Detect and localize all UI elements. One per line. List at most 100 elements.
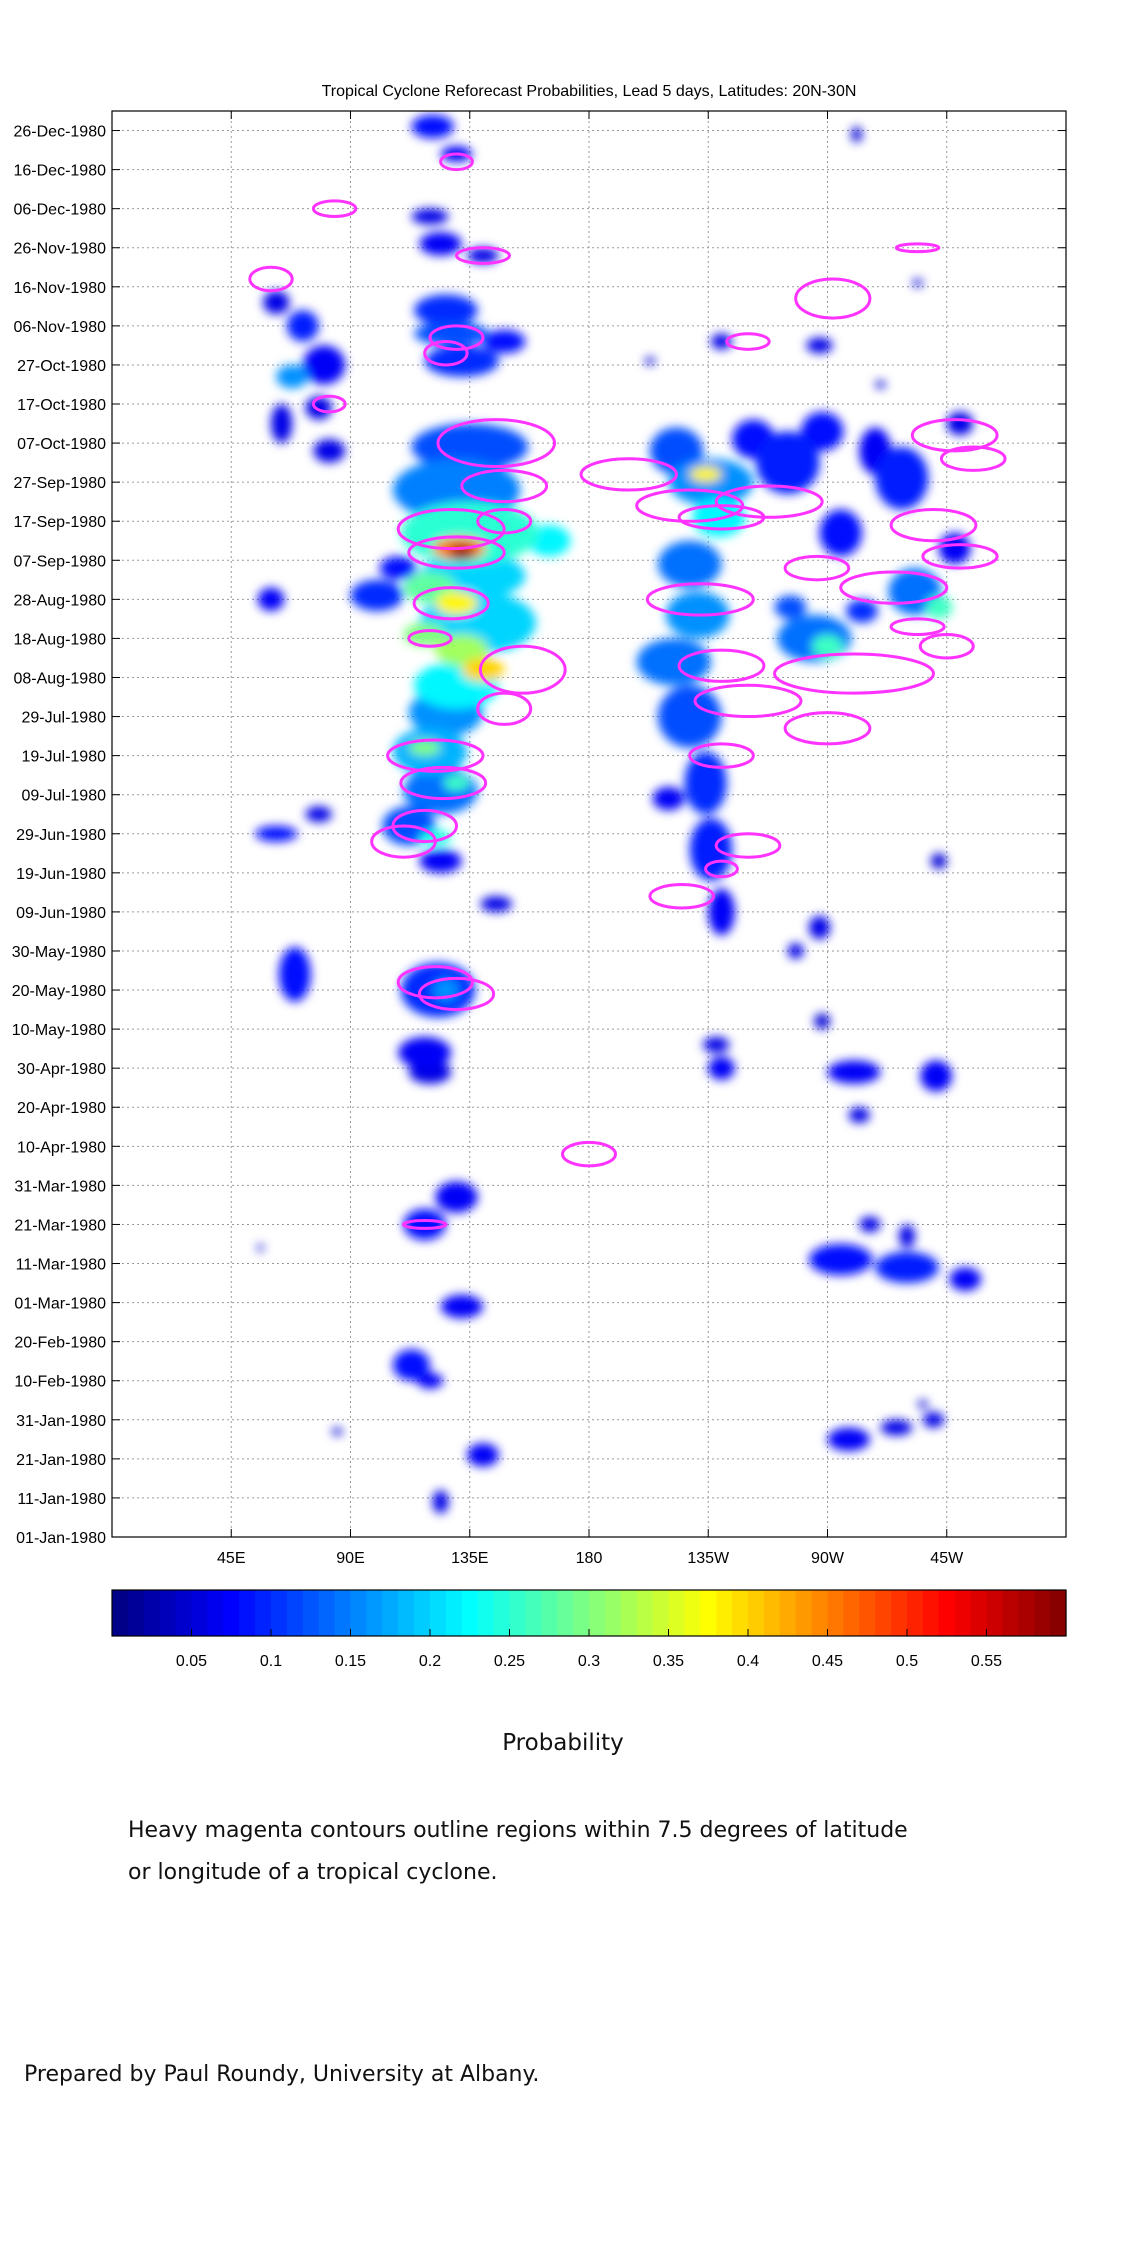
probability-blob [808, 1243, 873, 1276]
colorbar-segment [859, 1590, 876, 1636]
cyclone-contour [693, 683, 803, 719]
y-tick-label: 10-Apr-1980 [17, 1139, 106, 1156]
probability-blob [920, 1060, 953, 1092]
colorbar-tick-label: 0.3 [578, 1653, 600, 1670]
cyclone-contour [939, 445, 1007, 472]
colorbar-segment [366, 1590, 383, 1636]
colorbar-segment [318, 1590, 336, 1636]
cyclone-contour [561, 1140, 617, 1168]
colorbar-segment [255, 1590, 272, 1636]
cyclone-contour [677, 504, 766, 531]
colorbar-tick-label: 0.25 [494, 1653, 525, 1670]
probability-blob [411, 208, 449, 225]
probability-blob [708, 1056, 735, 1080]
probability-blob [379, 556, 417, 580]
colorbar-segment [430, 1590, 447, 1636]
cyclone-contour [407, 629, 453, 648]
probability-blob [313, 439, 346, 463]
probability-blob [411, 114, 454, 139]
probability-blob [435, 591, 478, 615]
y-tick-label: 10-Feb-1980 [14, 1374, 106, 1391]
colorbar-segment [334, 1590, 352, 1636]
colorbar-tick-label: 0.1 [260, 1653, 282, 1670]
y-tick-label: 01-Jan-1980 [16, 1530, 106, 1547]
cyclone-contour [412, 586, 490, 621]
probability-blob [467, 1443, 499, 1467]
probability-blob [827, 1427, 870, 1452]
y-tick-label: 08-Aug-1980 [13, 670, 106, 687]
y-tick-label: 11-Jan-1980 [17, 1491, 106, 1508]
y-tick-label: 18-Aug-1980 [13, 631, 106, 648]
colorbar-tick-label: 0.35 [653, 1653, 684, 1670]
probability-blob [851, 126, 862, 143]
y-tick-label: 29-Jul-1980 [22, 710, 107, 727]
x-tick-label: 180 [576, 1550, 603, 1567]
colorbar-segment [493, 1590, 511, 1636]
probability-blob [925, 595, 953, 619]
cyclone-contour [396, 507, 506, 551]
y-tick-label: 21-Jan-1980 [16, 1452, 106, 1469]
probability-blob [414, 294, 478, 326]
probability-blob [350, 579, 404, 612]
probability-blob [263, 290, 290, 315]
probability-blob [787, 943, 804, 959]
probability-blob [435, 1181, 478, 1213]
probability-blob [403, 622, 446, 647]
colorbar-segment [557, 1590, 574, 1636]
y-tick-label: 27-Oct-1980 [17, 358, 106, 375]
colorbar-segment [350, 1590, 367, 1636]
probability-blob [930, 853, 947, 869]
probability-blob [644, 357, 656, 365]
probability-blob [480, 896, 513, 912]
y-tick-label: 07-Sep-1980 [13, 553, 106, 570]
colorbar-segment [1018, 1590, 1035, 1636]
colorbar-segment [652, 1590, 670, 1636]
y-tick-label: 16-Dec-1980 [14, 163, 107, 180]
colorbar-segment [811, 1590, 829, 1636]
colorbar-segment [477, 1590, 495, 1636]
y-tick-label: 28-Aug-1980 [13, 592, 106, 609]
cyclone-contour [407, 535, 506, 570]
probability-blob [657, 685, 722, 748]
x-tick-label: 45E [217, 1550, 245, 1567]
colorbar-tick-label: 0.5 [896, 1653, 918, 1670]
probability-blob [922, 1411, 945, 1428]
cyclone-contour [460, 468, 549, 504]
probability-blob [286, 310, 319, 342]
probability-blob [880, 1419, 913, 1436]
colorbar-segment [509, 1590, 526, 1636]
colorbar-segment [684, 1590, 701, 1636]
probability-blob [811, 634, 844, 658]
y-tick-label: 10-May-1980 [12, 1022, 106, 1039]
colorbar-segment [286, 1590, 304, 1636]
colorbar-segment [461, 1590, 479, 1636]
cyclone-contour [918, 633, 975, 660]
colorbar: 0.05 0.1 0.15 0.2 0.25 0.3 0.35 0.4 0.45 0.5 0.55 [111, 1589, 1067, 1670]
probability-blob [271, 404, 293, 444]
probability-blob [461, 657, 505, 682]
probability-blob [278, 947, 311, 1002]
probability-blob [331, 1427, 343, 1436]
x-tick-label: 90E [336, 1550, 364, 1567]
y-tick-label: 20-Feb-1980 [14, 1335, 106, 1352]
probability-blob [774, 595, 807, 619]
cyclone-contour [478, 644, 567, 695]
cyclone-contour [248, 265, 294, 293]
colorbar-segment [541, 1590, 558, 1636]
probability-blob [710, 333, 733, 350]
probability-blob [302, 345, 346, 385]
y-tick-label: 06-Dec-1980 [14, 202, 107, 219]
colorbar-segment [223, 1590, 240, 1636]
y-tick-label: 19-Jun-1980 [16, 866, 106, 883]
probability-blob [419, 232, 462, 256]
cyclone-contour [783, 711, 872, 746]
y-tick-label: 19-Jul-1980 [22, 749, 107, 766]
x-tick-label: 135E [451, 1550, 488, 1567]
probability-blob [483, 329, 526, 354]
probability-blob [859, 1216, 881, 1233]
cyclone-contour [436, 418, 557, 469]
probability-blob [403, 767, 478, 815]
probability-blob [392, 1349, 431, 1381]
cyclone-contour [579, 457, 678, 492]
y-tick-label: 20-May-1980 [12, 983, 106, 1000]
